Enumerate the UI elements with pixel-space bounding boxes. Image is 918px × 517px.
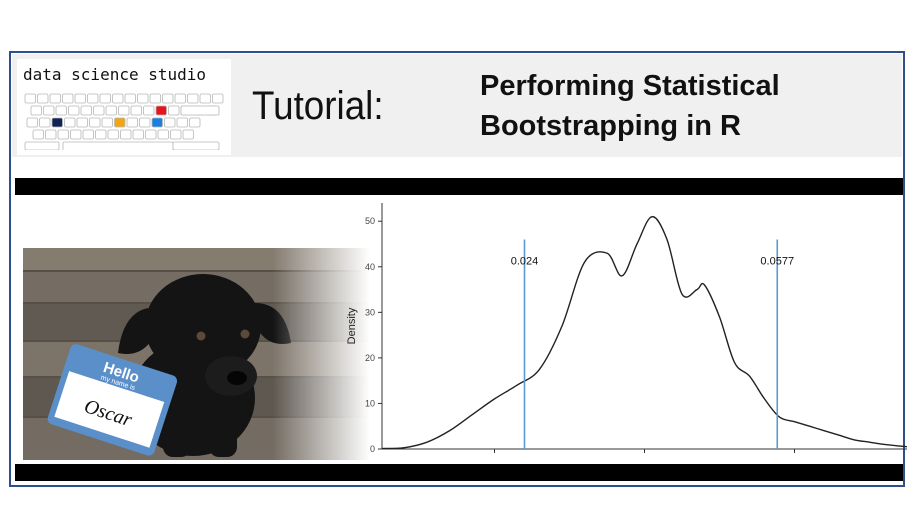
keyboard-key	[74, 93, 86, 104]
density-curve	[381, 215, 907, 450]
keyboard-key	[157, 129, 169, 140]
keyboard-key	[62, 93, 74, 104]
keyboard-key	[164, 117, 176, 128]
keyboard-key	[87, 93, 99, 104]
density-chart: 0 10 20 30 40 50 Density 0.024 0.0577	[346, 203, 907, 454]
y-tick-label: 40	[365, 262, 375, 272]
keyboard-key	[76, 117, 88, 128]
divider-bar-bottom	[15, 464, 903, 481]
ci-upper-label: 0.0577	[760, 256, 794, 268]
keyboard-key	[68, 105, 80, 116]
puppy-photo: Hello my name is Oscar	[23, 248, 370, 460]
y-tick-label: 30	[365, 307, 375, 317]
keyboard-key	[172, 141, 220, 150]
name-badge: Hello my name is Oscar	[47, 344, 178, 456]
keyboard-key	[145, 129, 157, 140]
keyboard-key	[82, 129, 94, 140]
blue-key	[151, 117, 163, 128]
y-tick-label: 0	[370, 444, 375, 454]
keyboard-key	[49, 93, 61, 104]
tutorial-title-line1: Performing Statistical	[480, 70, 780, 102]
tutorial-banner: data science studio Tutorial: Performing…	[9, 51, 907, 487]
keyboard-key	[57, 129, 69, 140]
keyboard-key	[118, 105, 130, 116]
keyboard-key	[139, 117, 151, 128]
keyboard-key	[95, 129, 107, 140]
keyboard-key	[137, 93, 149, 104]
keyboard-key	[80, 105, 92, 116]
ci-lower-label: 0.024	[511, 256, 539, 268]
keyboard-key	[70, 129, 82, 140]
keyboard-key	[174, 93, 186, 104]
keyboard-key	[187, 93, 199, 104]
keyboard-key	[189, 117, 201, 128]
keyboard-key	[168, 105, 180, 116]
keyboard-key	[162, 93, 174, 104]
header-band: data science studio Tutorial: Performing…	[12, 54, 902, 157]
tutorial-title-line2: Bootstrapping in R	[480, 110, 741, 142]
keyboard-key	[180, 105, 220, 116]
keyboard-key	[39, 117, 51, 128]
tutorial-label: Tutorial:	[252, 84, 384, 128]
keyboard-key	[182, 129, 194, 140]
keyboard-key	[170, 129, 182, 140]
orange-key	[114, 117, 126, 128]
keyboard-key	[45, 129, 57, 140]
keyboard-key	[120, 129, 132, 140]
keyboard-icon	[24, 93, 224, 150]
navy-key	[51, 117, 63, 128]
keyboard-key	[212, 93, 224, 104]
keyboard-key	[64, 117, 76, 128]
keyboard-key	[101, 117, 113, 128]
keyboard-key	[89, 117, 101, 128]
y-tick-label: 50	[365, 216, 375, 226]
keyboard-key	[55, 105, 67, 116]
keyboard-key	[24, 93, 36, 104]
keyboard-key	[62, 141, 174, 150]
keyboard-key	[143, 105, 155, 116]
keyboard-key	[93, 105, 105, 116]
keyboard-key	[124, 93, 136, 104]
divider-bar-top	[15, 178, 903, 195]
keyboard-key	[112, 93, 124, 104]
keyboard-key	[176, 117, 188, 128]
keyboard-key	[24, 141, 60, 150]
keyboard-key	[130, 105, 142, 116]
keyboard-key	[199, 93, 211, 104]
keyboard-key	[26, 117, 38, 128]
y-tick-label: 20	[365, 353, 375, 363]
keyboard-key	[149, 93, 161, 104]
y-tick-label: 10	[365, 398, 375, 408]
keyboard-key	[43, 105, 55, 116]
y-axis-label: Density	[346, 307, 358, 344]
keyboard-key	[37, 93, 49, 104]
brand-name: data science studio	[23, 65, 207, 84]
keyboard-key	[105, 105, 117, 116]
red-key	[155, 105, 167, 116]
keyboard-key	[132, 129, 144, 140]
keyboard-key	[30, 105, 42, 116]
brand-logo: data science studio	[17, 59, 231, 155]
keyboard-key	[126, 117, 138, 128]
keyboard-key	[107, 129, 119, 140]
keyboard-key	[32, 129, 44, 140]
keyboard-key	[99, 93, 111, 104]
